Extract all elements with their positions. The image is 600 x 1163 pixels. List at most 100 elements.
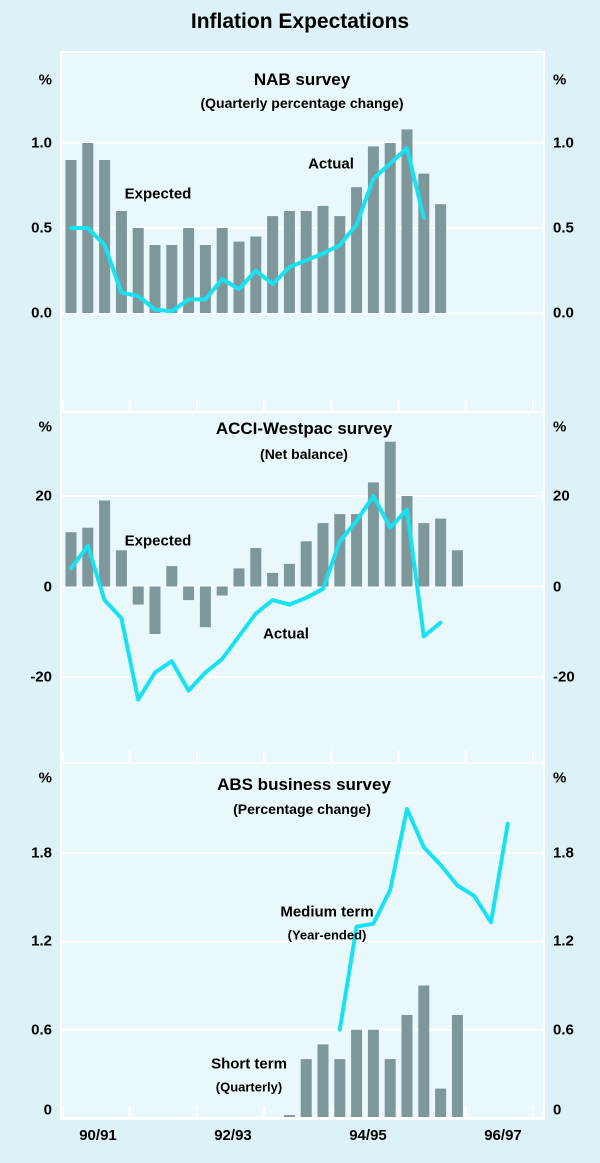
y-unit-left: % [38, 418, 52, 436]
bar-expected [351, 514, 363, 587]
bar-expected [115, 211, 127, 313]
plot-border-left [60, 51, 62, 1120]
page-title: Inflation Expectations [190, 10, 410, 33]
y-tick-label-left: 0.0 [31, 304, 52, 322]
axis-tick [61, 400, 64, 412]
bar-expected [267, 216, 279, 313]
y-tick-label-left: 1.8 [31, 844, 52, 862]
axis-tick [61, 751, 64, 763]
y-tick-label-right: 0 [553, 1101, 562, 1119]
axis-tick [464, 400, 467, 412]
bar-expected [149, 586, 161, 634]
y-tick-label-left: 1.2 [31, 932, 52, 950]
x-tick-label: 90/91 [79, 1127, 117, 1144]
bar-expected [115, 550, 127, 587]
bar-expected [65, 532, 77, 587]
bar-expected [418, 523, 430, 587]
axis-tick [532, 751, 534, 763]
axis-tick [128, 751, 131, 763]
bar-expected [283, 211, 295, 313]
axis-tick [532, 1106, 534, 1118]
bar-expected [435, 518, 447, 587]
y-tick-label-left: 0 [43, 578, 52, 595]
axis-tick [128, 400, 131, 412]
panel1-expected-label: Expected [124, 185, 192, 203]
x-tick-label: 92/93 [214, 1127, 252, 1144]
bar-expected [300, 541, 312, 587]
bar-expected [199, 245, 211, 313]
bar-expected [367, 146, 379, 313]
panel3-quarterly-label: (Quarterly) [215, 1079, 283, 1095]
y-tick-label-right: 0.5 [553, 219, 574, 237]
y-tick-label-right: 1.0 [553, 134, 574, 152]
bar-expected [233, 241, 245, 313]
y-tick-label-left: 0.6 [31, 1021, 52, 1039]
bar-expected [132, 586, 144, 605]
panel1-heading: NAB survey [253, 70, 351, 89]
line-actual [69, 146, 426, 314]
y-tick-label-right: 1.8 [553, 844, 574, 862]
bar-expected [199, 586, 211, 628]
bar-expected [250, 548, 262, 587]
y-tick-label-right: 1.2 [553, 932, 574, 950]
axis-tick [330, 751, 333, 763]
y-tick-label-left: -20 [30, 668, 52, 686]
bar-short-term-quarterly- [451, 1015, 463, 1118]
bar-expected [384, 143, 396, 313]
axis-tick [196, 1106, 198, 1118]
bar-short-term-quarterly- [317, 1044, 329, 1118]
axis-tick [464, 1106, 467, 1118]
axis-tick [263, 400, 266, 412]
plot-border-top [60, 51, 545, 53]
axis-tick [263, 1106, 266, 1118]
panel-1-plot [61, 129, 544, 412]
y-tick-label-left: 20 [35, 487, 52, 505]
line-medium-term-year-ended- [337, 806, 510, 1032]
bar-expected [250, 236, 262, 313]
panel3-medium-term-label: Medium term [280, 903, 374, 921]
panel2-subheading: (Net balance) [260, 446, 348, 462]
panel-2-plot [61, 441, 544, 763]
y-tick-label-right: 0 [553, 578, 562, 595]
bar-expected [334, 514, 346, 587]
panel3-subheading: (Percentage change) [233, 801, 371, 817]
bar-short-term-quarterly- [334, 1059, 346, 1118]
bar-expected [401, 496, 413, 587]
bar-expected [418, 173, 430, 313]
axis-tick [330, 1106, 333, 1118]
x-tick-label: 94/95 [349, 1127, 387, 1144]
bar-expected [317, 205, 329, 313]
y-tick-label-left: 1.0 [31, 134, 52, 152]
bar-expected [82, 527, 94, 587]
axis-tick [397, 400, 400, 412]
panel2-actual-label: Actual [263, 625, 309, 643]
y-tick-label-left: 0 [43, 1101, 52, 1119]
x-axis-line [60, 1117, 545, 1120]
y-unit-right: % [553, 71, 567, 89]
bar-expected [149, 245, 161, 313]
panel2-expected-label: Expected [124, 532, 192, 550]
panel3-year-ended-label: (Year-ended) [287, 927, 367, 943]
y-unit-left: % [38, 71, 52, 89]
bar-expected [183, 228, 195, 313]
panel-3-plot [61, 806, 544, 1118]
bar-expected [367, 482, 379, 587]
bar-expected [183, 586, 195, 601]
bar-expected [99, 500, 111, 587]
bar-expected [166, 245, 178, 313]
x-tick-label: 96/97 [484, 1127, 522, 1144]
axis-tick [330, 400, 333, 412]
bar-short-term-quarterly- [351, 1029, 363, 1118]
panel-separator-1 [60, 411, 545, 413]
bar-expected [65, 160, 77, 313]
bar-expected [384, 441, 396, 587]
bar-expected [451, 550, 463, 587]
bar-expected [334, 216, 346, 313]
panel1-subheading: (Quarterly percentage change) [200, 95, 404, 111]
bar-expected [267, 572, 279, 587]
axis-tick [532, 400, 534, 412]
bar-expected [216, 228, 228, 313]
y-unit-right: % [553, 418, 567, 436]
y-tick-label-right: -20 [553, 668, 575, 686]
